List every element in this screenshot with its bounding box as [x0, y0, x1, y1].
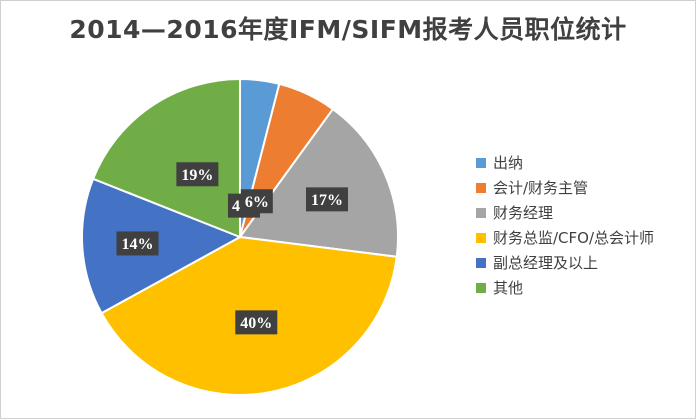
legend-item-3: 财务经理	[476, 200, 654, 225]
data-label-text: 40%	[240, 315, 272, 332]
legend-label: 副总经理及以上	[493, 254, 599, 272]
legend-swatch	[476, 207, 486, 218]
data-label-5: 14%	[116, 231, 159, 256]
legend-swatch	[476, 157, 486, 168]
legend-label: 会计/财务主管	[493, 179, 589, 197]
data-label-box	[235, 310, 278, 335]
data-label-2: 6%	[240, 189, 273, 214]
legend-swatch	[476, 232, 486, 243]
data-label-text: 6%	[245, 194, 269, 211]
legend-label: 其他	[493, 279, 524, 297]
data-label-text: 14%	[122, 236, 154, 253]
legend-item-5: 副总经理及以上	[476, 250, 654, 275]
pie-slice-5	[81, 177, 243, 315]
legend-label: 财务经理	[493, 204, 554, 222]
legend-label: 出纳	[493, 154, 524, 172]
legend-swatch	[476, 282, 486, 293]
legend-item-1: 出纳	[476, 150, 654, 175]
legend-item-4: 财务总监/CFO/总会计师	[476, 225, 654, 250]
data-label-4: 40%	[235, 310, 278, 335]
data-label-3: 17%	[306, 187, 349, 212]
legend-label: 财务总监/CFO/总会计师	[493, 229, 655, 247]
chart-title: 2014—2016年度IFM/SIFM报考人员职位统计	[69, 15, 627, 44]
legend-item-2: 会计/财务主管	[476, 175, 654, 200]
data-label-box	[240, 189, 273, 214]
pie-slice-3	[238, 107, 399, 258]
data-label-6: 19%	[176, 162, 219, 187]
data-label-box	[306, 187, 349, 212]
legend-item-6: 其他	[476, 275, 654, 300]
legend-swatch	[476, 257, 486, 268]
chart-legend: 出纳会计/财务主管 财务经理财务总监/CFO/总会计师 副总经理及以上 其他	[476, 150, 654, 300]
data-label-text: 19%	[181, 167, 213, 184]
data-label-box	[176, 162, 219, 187]
legend-swatch	[476, 182, 486, 193]
pie-slice-6	[91, 77, 241, 239]
data-label-box	[116, 231, 159, 256]
data-label-text: 17%	[311, 192, 343, 209]
